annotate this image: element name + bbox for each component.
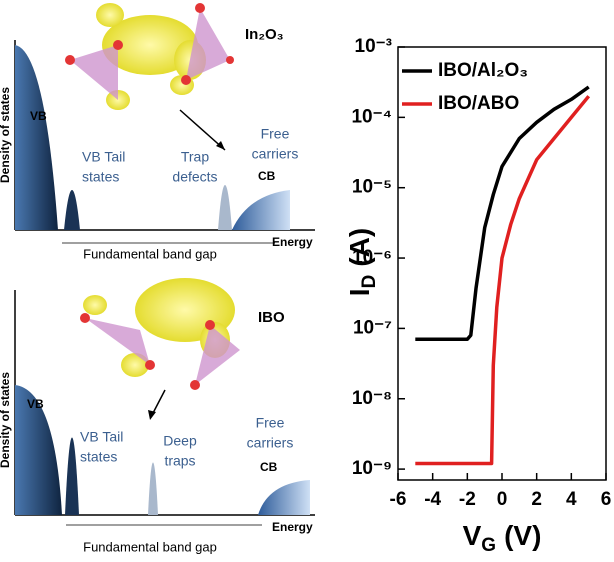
arrow-head xyxy=(148,410,156,420)
vb-label: VB xyxy=(30,109,47,123)
arrow xyxy=(151,389,166,416)
molecule xyxy=(65,3,234,110)
dos-diagram-top: In₂O₃ Density of states VB VB Tail state… xyxy=(0,3,315,261)
x-tick-label: -6 xyxy=(390,489,407,510)
energy-label: Energy xyxy=(272,235,313,249)
vb-band xyxy=(15,385,62,515)
y-label-main: I xyxy=(344,288,375,296)
material: In₂O₃ xyxy=(245,26,284,43)
axis-label: Density of states xyxy=(0,372,12,468)
x-label-main: V xyxy=(463,520,482,551)
series-line xyxy=(415,95,591,466)
arrow xyxy=(179,109,226,151)
axis-label: Density of states xyxy=(0,87,12,183)
trap-label: traps xyxy=(164,453,195,469)
trap-label: defects xyxy=(172,169,217,185)
y-tick-label: 10⁻⁷ xyxy=(353,317,392,338)
legend-label: IBO/Al₂O₃ xyxy=(438,60,528,81)
cb-band xyxy=(258,480,310,515)
free-label: carriers xyxy=(247,435,294,451)
y-tick-label: 10⁻⁴ xyxy=(351,106,392,127)
tail-label: states xyxy=(80,449,117,465)
y-label-unit: (A) xyxy=(344,228,375,267)
tail-states xyxy=(65,437,79,515)
molecule xyxy=(80,278,240,390)
chart: ID (A) VG (V) 10⁻⁹ 10⁻⁸ 10⁻⁷ 10⁻⁶ 10⁻⁵ 10⁻⁴ 10⁻³… xyxy=(344,36,611,556)
x-tick-label: 2 xyxy=(531,489,542,510)
trap-states xyxy=(148,462,158,515)
free-label: Free xyxy=(256,415,285,431)
x-axis-label: VG (V) xyxy=(463,520,542,556)
tail-states xyxy=(64,190,80,230)
y-tick-label: 10⁻⁶ xyxy=(352,247,392,268)
arrow-head xyxy=(216,141,225,150)
dos-diagram-bottom: IBO Density of states VB VB Tail states … xyxy=(0,278,315,554)
tail-label: VB Tail xyxy=(82,149,125,165)
x-label-unit: (V) xyxy=(504,520,541,551)
cb-band xyxy=(232,190,290,230)
cb-label: CB xyxy=(258,169,276,183)
energy-label: Energy xyxy=(272,520,313,534)
tail-label: VB Tail xyxy=(80,429,123,445)
y-label-sub: D xyxy=(359,275,380,289)
legend-label: IBO/ABO xyxy=(438,93,519,114)
y-tick-label: 10⁻⁵ xyxy=(352,177,392,198)
cb-label: CB xyxy=(260,460,278,474)
trap-label: Trap xyxy=(181,149,209,165)
series-line xyxy=(415,85,590,342)
trap-label: Deep xyxy=(163,433,197,449)
vb-label: VB xyxy=(27,397,44,411)
x-tick-label: -2 xyxy=(459,489,476,510)
vb-band xyxy=(15,45,58,230)
x-tick-label: 0 xyxy=(497,489,508,510)
y-tick-label: 10⁻⁸ xyxy=(352,388,392,409)
gap-label: Fundamental band gap xyxy=(83,539,217,554)
y-tick-label: 10⁻³ xyxy=(355,36,393,57)
trap-states xyxy=(218,185,232,230)
material: IBO xyxy=(258,309,285,326)
free-label: Free xyxy=(261,126,290,142)
gap-label: Fundamental band gap xyxy=(83,246,217,261)
x-tick-label: 6 xyxy=(601,489,612,510)
free-label: carriers xyxy=(252,146,299,162)
y-axis-label: ID (A) xyxy=(344,228,380,296)
x-label-sub: G xyxy=(481,535,496,556)
x-tick-label: -4 xyxy=(424,489,441,510)
y-tick-label: 10⁻⁹ xyxy=(352,458,392,479)
tail-label: states xyxy=(82,169,119,185)
x-tick-label: 4 xyxy=(566,489,577,510)
